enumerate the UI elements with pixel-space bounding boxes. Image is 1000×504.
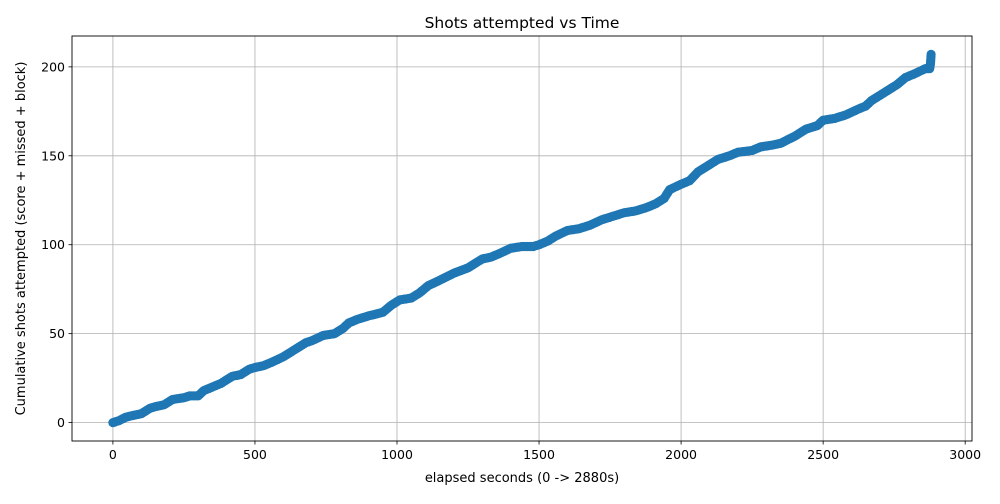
x-axis-label: elapsed seconds (0 -> 2880s) bbox=[425, 471, 619, 486]
x-tick-label: 0 bbox=[109, 447, 117, 462]
axes-frame bbox=[71, 35, 973, 442]
data-points bbox=[108, 49, 936, 428]
x-axis-ticks: 0 500 1000 1500 2000 2500 3000 bbox=[109, 441, 981, 462]
x-tick-label: 500 bbox=[243, 447, 267, 462]
y-tick-label: 50 bbox=[49, 326, 65, 341]
chart-title: Shots attempted vs Time bbox=[425, 14, 620, 32]
y-tick-label: 100 bbox=[41, 237, 65, 252]
x-tick-label: 1500 bbox=[523, 447, 555, 462]
y-tick-label: 0 bbox=[57, 415, 65, 430]
x-tick-label: 2000 bbox=[665, 447, 697, 462]
data-point bbox=[926, 49, 936, 60]
y-tick-label: 200 bbox=[41, 59, 65, 74]
x-tick-label: 1000 bbox=[381, 447, 413, 462]
y-axis-ticks: 0 50 100 150 200 bbox=[41, 59, 72, 430]
x-tick-label: 3000 bbox=[949, 447, 981, 462]
y-axis-label: Cumulative shots attempted (score + miss… bbox=[14, 62, 29, 416]
x-tick-label: 2500 bbox=[807, 447, 839, 462]
y-tick-label: 150 bbox=[41, 148, 65, 163]
